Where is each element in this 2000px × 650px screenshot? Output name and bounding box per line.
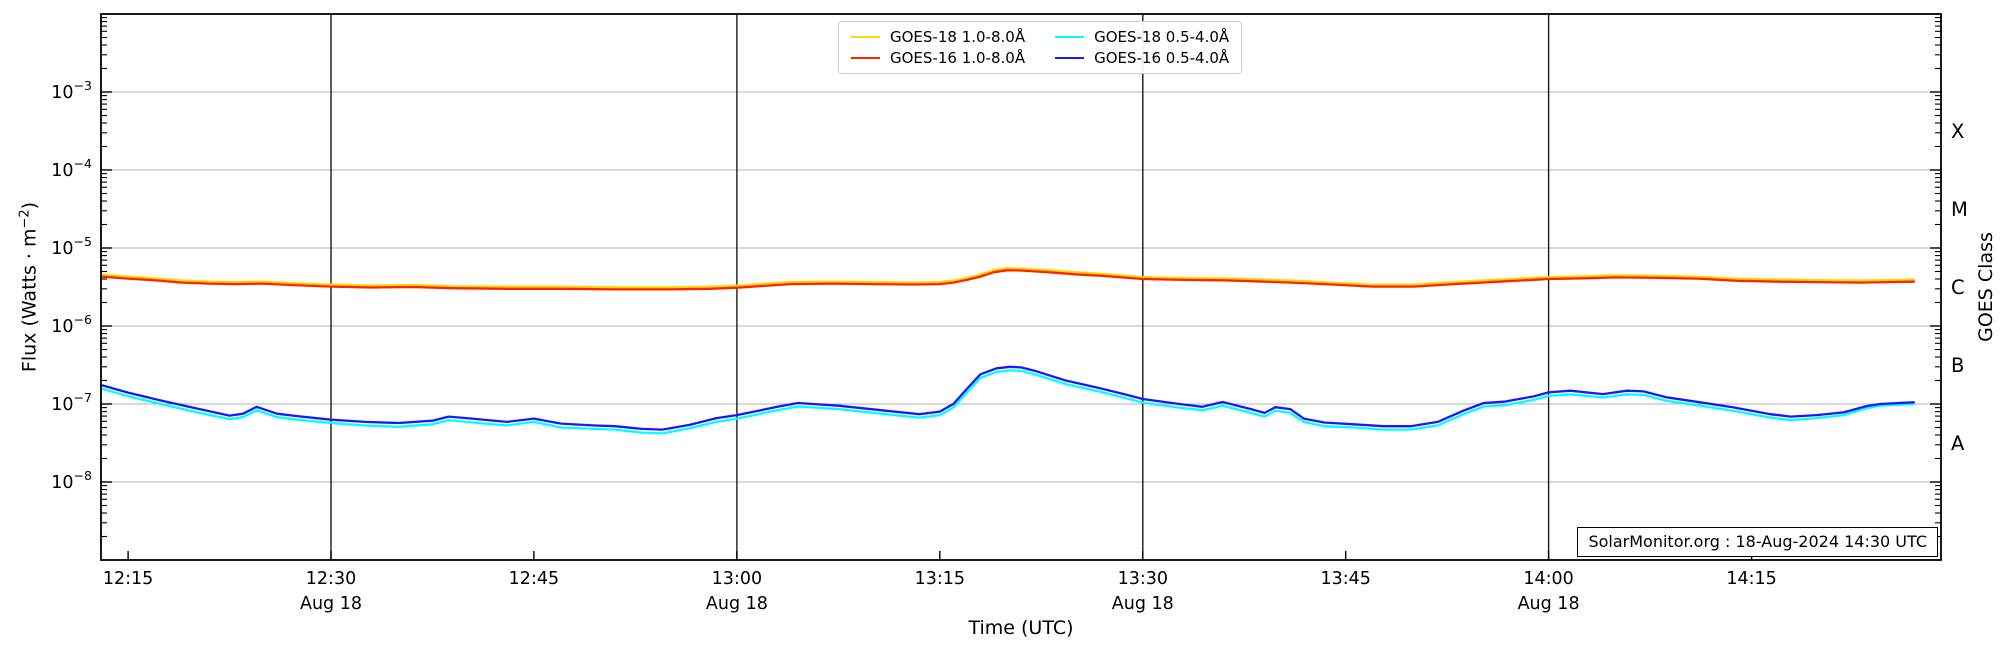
legend-item: GOES-16 0.5-4.0Å <box>1055 49 1229 67</box>
y-tick-label: 10−4 <box>51 156 92 181</box>
series-line-goes-16-1-0-8-0- <box>99 269 1916 291</box>
x-tick-label: 12:30 <box>306 569 356 589</box>
source-annotation: SolarMonitor.org : 18-Aug-2024 14:30 UTC <box>1577 527 1938 557</box>
goes-class-letter-b: B <box>1951 354 1964 377</box>
goes-class-letter-a: A <box>1951 432 1965 455</box>
x-tick-label: 12:15 <box>103 569 153 589</box>
x-tick-sublabel: Aug 18 <box>1112 594 1174 614</box>
legend-label: GOES-18 0.5-4.0Å <box>1094 28 1230 46</box>
legend-item: GOES-18 0.5-4.0Å <box>1055 28 1229 46</box>
legend-line-swatch <box>851 35 880 39</box>
y-tick-label: 10−5 <box>51 234 92 259</box>
x-tick-sublabel: Aug 18 <box>1518 594 1580 614</box>
x-tick-label: 13:00 <box>712 569 762 589</box>
y-axis-label-close: ) <box>18 201 41 210</box>
legend-line-swatch <box>1055 56 1085 60</box>
x-tick-sublabel: Aug 18 <box>706 594 768 614</box>
legend-label: GOES-16 1.0-8.0Å <box>890 49 1026 67</box>
y-axis-label-text: Flux (Watts · m <box>18 228 41 373</box>
y-tick-label: 10−6 <box>51 312 92 337</box>
legend-item: GOES-18 1.0-8.0Å <box>851 28 1025 46</box>
x-axis-label: Time (UTC) <box>968 617 1074 639</box>
goes-class-letter-x: X <box>1951 120 1964 143</box>
plot-border <box>100 13 1942 561</box>
x-tick-sublabel: Aug 18 <box>300 594 362 614</box>
legend-line-swatch <box>1055 35 1085 39</box>
x-tick-label: 12:45 <box>509 569 559 589</box>
y-axis-label: Flux (Watts · m−2) <box>17 202 40 372</box>
legend-line-swatch <box>851 56 880 60</box>
series-line-goes-18-1-0-8-0- <box>99 267 1916 289</box>
goes-class-axis-label: GOES Class <box>1975 232 1997 342</box>
series-line-goes-16-0-5-4-0- <box>99 365 1916 431</box>
x-tick-label: 14:00 <box>1523 569 1573 589</box>
y-axis-label-superscript: −2 <box>17 209 33 229</box>
legend: GOES-18 1.0-8.0Å GOES-16 1.0-8.0Å GOES-18 … <box>838 21 1243 74</box>
legend-label: GOES-18 1.0-8.0Å <box>890 28 1026 46</box>
goes-class-letter-m: M <box>1951 198 1968 221</box>
legend-item: GOES-16 1.0-8.0Å <box>851 49 1025 67</box>
y-tick-label: 10−8 <box>51 468 92 493</box>
y-tick-label: 10−7 <box>51 390 92 415</box>
goes-class-letter-c: C <box>1951 276 1965 299</box>
x-tick-label: 13:45 <box>1320 569 1370 589</box>
y-tick-label: 10−3 <box>51 78 92 103</box>
x-tick-label: 14:15 <box>1726 569 1776 589</box>
series-line-goes-18-0-5-4-0- <box>99 369 1916 435</box>
x-tick-label: 13:30 <box>1118 569 1168 589</box>
legend-label: GOES-16 0.5-4.0Å <box>1094 49 1230 67</box>
x-tick-label: 13:15 <box>915 569 965 589</box>
